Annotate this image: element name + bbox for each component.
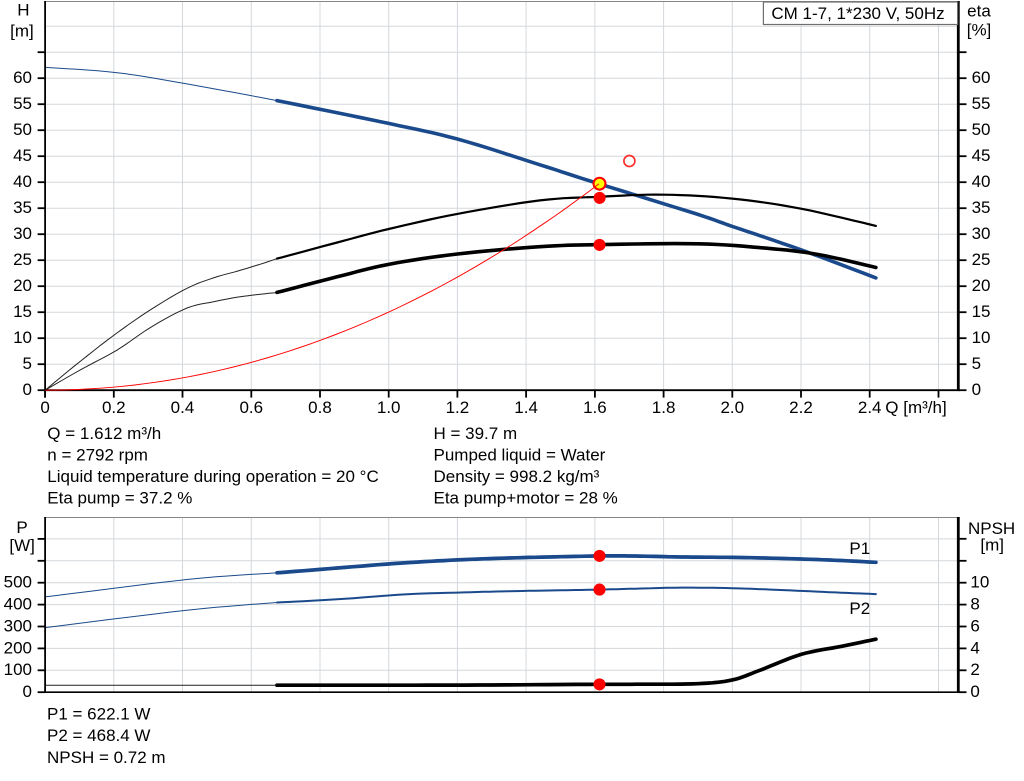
svg-text:Density = 998.2 kg/m³: Density = 998.2 kg/m³ (434, 467, 600, 486)
svg-text:[m]: [m] (10, 21, 34, 40)
svg-text:40: 40 (972, 172, 991, 191)
svg-text:2.4: 2.4 (858, 398, 882, 417)
svg-text:6: 6 (970, 616, 979, 635)
svg-text:10: 10 (970, 573, 989, 592)
svg-text:55: 55 (972, 94, 991, 113)
svg-text:40: 40 (13, 172, 32, 191)
svg-text:35: 35 (13, 198, 32, 217)
svg-text:2: 2 (970, 660, 979, 679)
svg-text:1.0: 1.0 (377, 398, 401, 417)
svg-text:2.2: 2.2 (789, 398, 813, 417)
svg-text:NPSH: NPSH (968, 519, 1015, 538)
svg-text:0: 0 (40, 398, 49, 417)
svg-text:25: 25 (972, 250, 991, 269)
svg-text:30: 30 (972, 224, 991, 243)
svg-text:Eta pump = 37.2 %: Eta pump = 37.2 % (47, 488, 192, 507)
svg-text:1.4: 1.4 (514, 398, 538, 417)
svg-text:eta: eta (967, 2, 991, 21)
svg-text:60: 60 (13, 68, 32, 87)
svg-text:20: 20 (13, 276, 32, 295)
svg-text:P1: P1 (849, 539, 870, 558)
svg-text:0.2: 0.2 (102, 398, 126, 417)
svg-text:P2 = 468.4 W: P2 = 468.4 W (47, 726, 150, 745)
svg-text:8: 8 (970, 595, 979, 614)
svg-text:0: 0 (23, 380, 32, 399)
svg-text:[%]: [%] (967, 20, 992, 39)
svg-text:15: 15 (13, 302, 32, 321)
svg-text:4: 4 (970, 638, 979, 657)
svg-text:1.8: 1.8 (652, 398, 676, 417)
svg-text:20: 20 (972, 276, 991, 295)
svg-text:200: 200 (4, 638, 32, 657)
svg-text:400: 400 (4, 595, 32, 614)
svg-text:Q [m³/h]: Q [m³/h] (885, 398, 946, 417)
svg-text:10: 10 (13, 328, 32, 347)
svg-text:H = 39.7 m: H = 39.7 m (434, 424, 518, 443)
svg-text:Q = 1.612 m³/h: Q = 1.612 m³/h (47, 424, 161, 443)
svg-text:50: 50 (972, 120, 991, 139)
svg-text:0: 0 (970, 682, 979, 701)
svg-text:300: 300 (4, 616, 32, 635)
svg-text:0.8: 0.8 (308, 398, 332, 417)
svg-text:500: 500 (4, 573, 32, 592)
svg-text:5: 5 (972, 354, 981, 373)
svg-text:P2: P2 (849, 599, 870, 618)
svg-text:55: 55 (13, 94, 32, 113)
svg-text:60: 60 (972, 68, 991, 87)
svg-text:10: 10 (972, 328, 991, 347)
svg-text:Eta pump+motor = 28 %: Eta pump+motor = 28 % (434, 488, 618, 507)
svg-text:50: 50 (13, 120, 32, 139)
svg-text:[m]: [m] (980, 536, 1004, 555)
svg-text:P1 = 622.1 W: P1 = 622.1 W (47, 705, 150, 724)
svg-text:45: 45 (972, 146, 991, 165)
svg-text:5: 5 (23, 354, 32, 373)
svg-text:0: 0 (23, 682, 32, 701)
svg-text:25: 25 (13, 250, 32, 269)
svg-text:0.6: 0.6 (239, 398, 263, 417)
svg-text:H: H (17, 0, 29, 19)
svg-text:1.2: 1.2 (446, 398, 470, 417)
svg-text:35: 35 (972, 198, 991, 217)
svg-text:P: P (16, 518, 27, 537)
svg-text:0: 0 (972, 380, 981, 399)
svg-text:100: 100 (4, 660, 32, 679)
svg-text:CM 1-7, 1*230 V, 50Hz: CM 1-7, 1*230 V, 50Hz (771, 4, 944, 23)
svg-text:45: 45 (13, 146, 32, 165)
svg-text:30: 30 (13, 224, 32, 243)
svg-text:0.4: 0.4 (171, 398, 195, 417)
svg-text:Pumped liquid = Water: Pumped liquid = Water (434, 445, 606, 464)
svg-text:15: 15 (972, 302, 991, 321)
svg-text:NPSH = 0.72 m: NPSH = 0.72 m (47, 748, 166, 767)
svg-text:1.6: 1.6 (583, 398, 607, 417)
svg-text:2.0: 2.0 (720, 398, 744, 417)
svg-text:n = 2792 rpm: n = 2792 rpm (47, 445, 148, 464)
svg-text:[W]: [W] (9, 536, 35, 555)
svg-text:Liquid temperature during oper: Liquid temperature during operation = 20… (47, 467, 378, 486)
